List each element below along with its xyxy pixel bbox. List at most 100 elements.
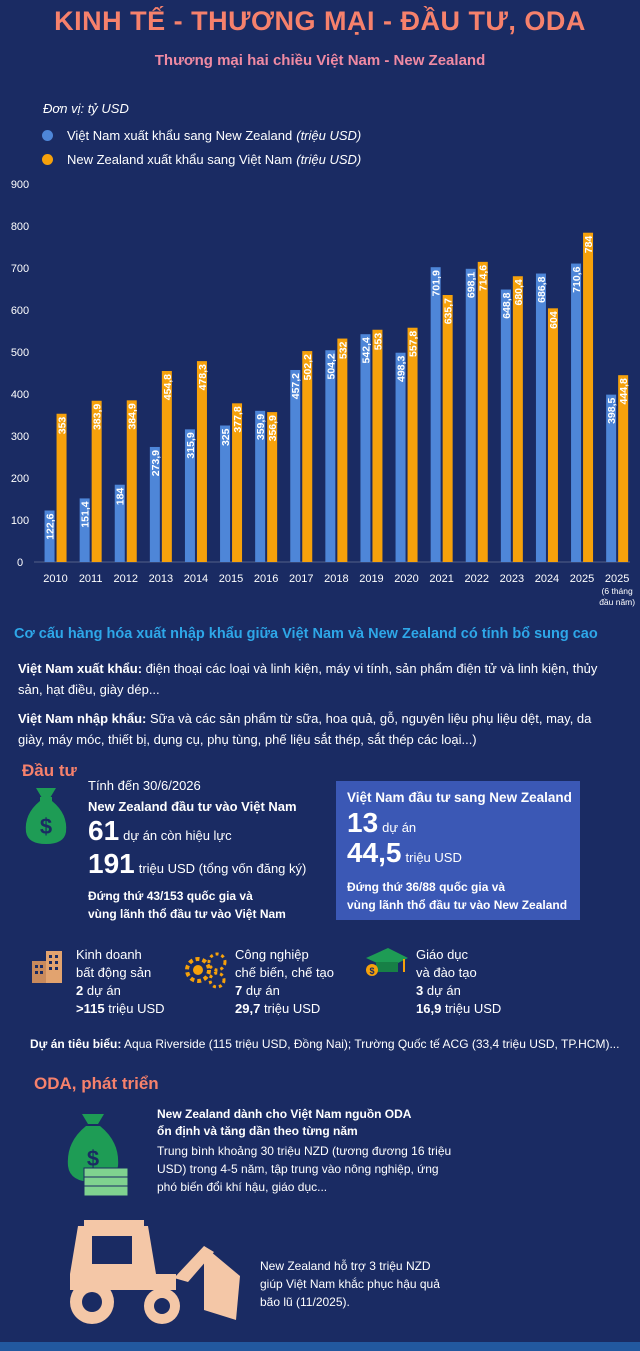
data-label-vn: 457,2 bbox=[290, 373, 302, 399]
data-label-nz: 714,6 bbox=[478, 265, 490, 291]
sector-count-text: dự án bbox=[426, 983, 461, 998]
export-text: điện thoại các loại và linh kiện, máy vi… bbox=[18, 661, 598, 697]
sector-line1: Kinh doanh bbox=[76, 947, 142, 962]
data-label-nz: 454,8 bbox=[162, 374, 174, 400]
data-label-vn: 701,9 bbox=[431, 270, 443, 296]
bar-vn bbox=[79, 498, 90, 562]
y-tick-label: 0 bbox=[17, 557, 23, 569]
flood-line1: New Zealand hỗ trợ 3 triệu NZD bbox=[260, 1259, 431, 1273]
vn-capital-text: triệu USD bbox=[405, 850, 462, 865]
bar-nz bbox=[267, 412, 278, 562]
bar-vn bbox=[500, 289, 511, 562]
oda-text-line1: Trung bình khoảng 30 triệu NZD (tương đư… bbox=[157, 1144, 452, 1158]
nz-projects-text: dự án còn hiệu lực bbox=[123, 828, 232, 843]
x-tick-label: 2016 bbox=[254, 573, 278, 585]
legend-item-vn: Việt Nam xuất khẩu sang New Zealand (tri… bbox=[42, 128, 361, 143]
import-paragraph: Việt Nam nhập khẩu: Sữa và các sản phẩm … bbox=[18, 708, 618, 750]
oda-heading: ODA, phát triển bbox=[34, 1074, 159, 1093]
vn-projects-text: dự án bbox=[382, 820, 417, 835]
sector-real-estate: Kinh doanh bất động sản 2 dự án >115 tri… bbox=[76, 946, 165, 1018]
bar-nz bbox=[477, 261, 488, 562]
x-tick-label: 2024 bbox=[535, 573, 559, 585]
graduation-cap-icon: $ bbox=[366, 948, 408, 976]
sector-count: 7 bbox=[235, 983, 243, 998]
x-tick-label: 2025 bbox=[605, 573, 629, 585]
export-paragraph: Việt Nam xuất khẩu: điện thoại các loại … bbox=[18, 658, 618, 700]
sector-line2: chế biến, chế tạo bbox=[235, 965, 335, 980]
data-label-nz: 532 bbox=[337, 341, 349, 359]
nz-capital-text: triệu USD (tổng vốn đăng ký) bbox=[138, 861, 307, 876]
sector-amount: 29,7 bbox=[235, 1001, 261, 1016]
data-label-vn: 315,9 bbox=[185, 432, 197, 458]
nz-rank-line1: Đứng thứ 43/153 quốc gia và bbox=[88, 889, 253, 903]
bar-nz bbox=[583, 232, 594, 562]
sector-count: 3 bbox=[416, 983, 424, 998]
x-tick-label: 2014 bbox=[184, 573, 208, 585]
money-bag-cash-icon: $ bbox=[67, 1114, 129, 1196]
vn-invest-title: Việt Nam đầu tư sang New Zealand bbox=[347, 790, 572, 805]
data-label-vn: 359,9 bbox=[255, 414, 267, 440]
bar-vn bbox=[290, 369, 301, 562]
data-label-vn: 398,5 bbox=[606, 397, 618, 423]
bar-vn bbox=[465, 268, 476, 562]
bar-nz bbox=[161, 370, 172, 562]
bar-chart: 0 100 200 300 400 500 600 700 800 900 122,6 353 2010… bbox=[11, 179, 635, 607]
chart-unit-note: Đơn vị: tỷ USD bbox=[43, 101, 129, 116]
data-label-nz: 502,2 bbox=[302, 354, 314, 380]
data-label-vn: 698,1 bbox=[466, 272, 478, 298]
x-tick-label: 2022 bbox=[465, 573, 489, 585]
svg-text:$: $ bbox=[40, 814, 52, 839]
data-label-nz: 604 bbox=[548, 311, 560, 329]
data-label-vn: 273,9 bbox=[150, 450, 162, 476]
investment-heading: Đầu tư bbox=[22, 761, 77, 780]
data-label-vn: 542,4 bbox=[360, 337, 372, 363]
data-label-nz: 553 bbox=[372, 333, 384, 351]
legend-swatch-vn bbox=[42, 130, 53, 141]
sector-line1: Công nghiệp bbox=[235, 947, 309, 962]
vn-rank-line2: vùng lãnh thổ đầu tư vào New Zealand bbox=[347, 898, 568, 912]
import-label: Việt Nam nhập khẩu: bbox=[18, 711, 147, 726]
data-label-nz: 478,3 bbox=[197, 364, 209, 390]
bar-vn bbox=[220, 425, 231, 562]
bar-nz bbox=[512, 276, 523, 562]
data-label-nz: 384,9 bbox=[127, 403, 139, 429]
flood-line2: giúp Việt Nam khắc phục hậu quả bbox=[260, 1277, 440, 1291]
bar-vn bbox=[535, 273, 546, 562]
sector-count-text: dự án bbox=[86, 983, 121, 998]
investment-as-of: Tính đến 30/6/2026 bbox=[88, 778, 201, 793]
legend-unit-vn: (triệu USD) bbox=[296, 128, 362, 143]
gears-worker-icon bbox=[185, 952, 227, 989]
oda-text: Trung bình khoảng 30 triệu NZD (tương đư… bbox=[157, 1142, 451, 1196]
bar-vn bbox=[325, 350, 336, 562]
x-tick-label: 2010 bbox=[43, 573, 67, 585]
data-label-vn: 710,6 bbox=[571, 266, 583, 292]
data-label-nz: 557,8 bbox=[408, 331, 420, 357]
x-tick-label: 2018 bbox=[324, 573, 348, 585]
vn-projects: 13 dự án bbox=[347, 807, 416, 839]
bar-nz bbox=[372, 329, 383, 562]
y-tick-label: 800 bbox=[11, 221, 29, 233]
bar-nz bbox=[126, 400, 137, 562]
oda-bold-text: New Zealand dành cho Việt Nam nguồn ODA … bbox=[157, 1106, 411, 1140]
bar-vn bbox=[184, 429, 195, 562]
nz-capital-number: 191 bbox=[88, 848, 135, 879]
vn-capital: 44,5 triệu USD bbox=[347, 837, 462, 869]
x-tick-label: 2015 bbox=[219, 573, 243, 585]
bulldozer-icon bbox=[70, 1220, 240, 1324]
oda-bold-line1: New Zealand dành cho Việt Nam nguồn ODA bbox=[157, 1107, 412, 1121]
sector-count: 2 bbox=[76, 983, 84, 998]
nz-rank: Đứng thứ 43/153 quốc gia và vùng lãnh th… bbox=[88, 887, 286, 923]
sector-amount-text: triệu USD bbox=[108, 1001, 165, 1016]
nz-rank-line2: vùng lãnh thổ đầu tư vào Việt Nam bbox=[88, 907, 286, 921]
x-tick-label: 2019 bbox=[359, 573, 383, 585]
structure-heading: Cơ cấu hàng hóa xuất nhập khẩu giữa Việt… bbox=[14, 626, 598, 642]
bar-vn bbox=[606, 394, 617, 562]
sector-count-text: dự án bbox=[245, 983, 280, 998]
bar-vn bbox=[571, 263, 582, 562]
legend-swatch-nz bbox=[42, 154, 53, 165]
data-label-nz: 680,4 bbox=[513, 279, 525, 305]
sector-line1: Giáo dục bbox=[416, 947, 469, 962]
y-tick-label: 900 bbox=[11, 179, 29, 191]
sector-amount: 16,9 bbox=[416, 1001, 442, 1016]
x-tick-label: 2011 bbox=[79, 573, 103, 585]
